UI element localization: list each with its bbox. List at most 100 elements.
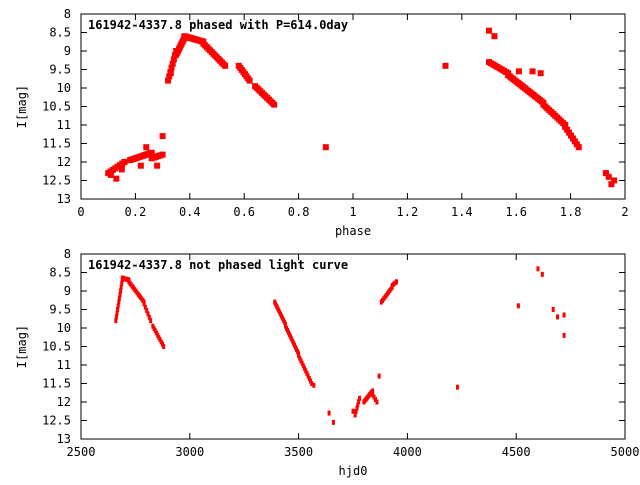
y-tick-label: 13: [57, 432, 71, 446]
x-tick-label: 0: [77, 205, 84, 219]
chart-title: 161942-4337.8 not phased light curve: [88, 258, 348, 272]
data-point: [114, 314, 118, 320]
data-point: [310, 381, 314, 386]
y-tick-label: 10: [57, 81, 71, 95]
x-tick-label: 1: [349, 205, 356, 219]
data-series: [114, 266, 566, 425]
data-point: [306, 373, 310, 379]
data-point: [536, 266, 540, 272]
data-point: [331, 419, 335, 425]
data-point: [377, 373, 381, 379]
data-point: [537, 70, 544, 77]
y-tick-label: 9: [64, 284, 71, 298]
x-tick-label: 1.2: [397, 205, 419, 219]
data-point: [159, 133, 166, 140]
data-point: [608, 181, 615, 188]
data-point: [143, 304, 147, 310]
data-point: [304, 368, 308, 374]
data-point: [455, 384, 459, 390]
data-point: [297, 353, 301, 359]
data-point: [146, 311, 150, 317]
data-point: [351, 408, 355, 414]
x-tick-label: 1.6: [505, 205, 527, 219]
y-tick-label: 11: [57, 358, 71, 372]
chart-panel-2: 2500 3000 3500 4000 4500 5000 8 8.5 9 9.5 10 10.5 11…: [15, 247, 639, 478]
data-point: [169, 60, 176, 67]
data-point: [119, 288, 123, 294]
data-point: [356, 402, 360, 408]
y-tick-label: 11.5: [42, 137, 71, 151]
data-point: [222, 62, 229, 69]
data-point: [114, 318, 118, 324]
data-point: [305, 370, 309, 376]
data-point: [165, 77, 172, 84]
data-point: [168, 64, 175, 71]
x-tick-label: 3500: [284, 445, 313, 459]
x-tick-label: 4000: [393, 445, 422, 459]
data-point: [298, 355, 302, 361]
data-point: [611, 177, 618, 184]
data-point: [562, 312, 566, 318]
data-point: [442, 62, 449, 69]
data-point: [307, 375, 311, 381]
data-point: [515, 68, 522, 75]
x-tick-label: 0.6: [233, 205, 255, 219]
x-tick-label: 4500: [502, 445, 531, 459]
x-tick-label: 0.2: [125, 205, 147, 219]
data-series: [105, 27, 618, 188]
data-point: [145, 308, 149, 314]
data-point: [327, 410, 331, 416]
data-point: [107, 171, 114, 178]
x-tick-label: 1.4: [451, 205, 473, 219]
data-point: [149, 318, 153, 324]
data-point: [322, 144, 329, 151]
data-point: [116, 307, 120, 312]
data-point: [142, 301, 146, 307]
x-tick-label: 2: [621, 205, 628, 219]
data-point: [371, 388, 375, 394]
data-point: [170, 56, 177, 63]
data-point: [353, 412, 357, 418]
y-tick-label: 10.5: [42, 340, 71, 354]
data-point: [491, 33, 498, 40]
y-tick-label: 9.5: [49, 63, 71, 77]
y-tick-label: 8: [64, 7, 71, 21]
data-point: [605, 173, 612, 180]
data-point: [148, 149, 155, 156]
data-point: [113, 175, 120, 182]
y-tick-label: 8.5: [49, 266, 71, 280]
data-point: [355, 405, 359, 411]
data-point: [486, 27, 492, 34]
data-point: [354, 409, 358, 415]
data-point: [147, 314, 151, 320]
data-point: [312, 382, 316, 388]
data-point: [540, 271, 544, 277]
y-tick-label: 8: [64, 247, 71, 261]
data-point: [116, 303, 120, 309]
y-tick-label: 9: [64, 44, 71, 58]
y-tick-label: 12.5: [42, 414, 71, 428]
y-axis-label: I[mag]: [15, 325, 29, 368]
data-point: [516, 303, 520, 309]
data-point: [301, 363, 305, 369]
data-point: [154, 162, 161, 169]
data-point: [358, 395, 362, 401]
data-point: [119, 284, 123, 290]
y-tick-label: 10: [57, 321, 71, 335]
data-point: [575, 144, 582, 151]
data-point: [395, 279, 399, 285]
chart-panel-1: 0 0.2 0.4 0.6 0.8 1 1.2 1.4 1.6 1.8 2 8 8.5 9 9.5 10 10.…: [15, 7, 629, 238]
data-point: [562, 332, 566, 338]
data-point: [299, 358, 303, 364]
x-tick-label: 0.4: [179, 205, 201, 219]
y-tick-label: 11: [57, 118, 71, 132]
data-point: [162, 344, 166, 349]
data-point: [303, 365, 307, 371]
x-tick-label: 1.8: [560, 205, 582, 219]
data-point: [357, 399, 361, 405]
data-point: [117, 299, 121, 305]
data-point: [167, 70, 174, 77]
data-point: [308, 378, 312, 384]
x-tick-label: 5000: [611, 445, 640, 459]
